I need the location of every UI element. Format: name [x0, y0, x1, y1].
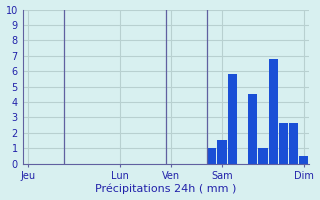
Bar: [207, 148, 216, 164]
Bar: [228, 74, 237, 164]
X-axis label: Précipitations 24h ( mm ): Précipitations 24h ( mm ): [95, 184, 236, 194]
Bar: [289, 123, 298, 164]
Bar: [299, 156, 308, 164]
Bar: [217, 140, 227, 164]
Bar: [258, 148, 268, 164]
Bar: [248, 94, 257, 164]
Bar: [268, 59, 278, 164]
Bar: [279, 123, 288, 164]
